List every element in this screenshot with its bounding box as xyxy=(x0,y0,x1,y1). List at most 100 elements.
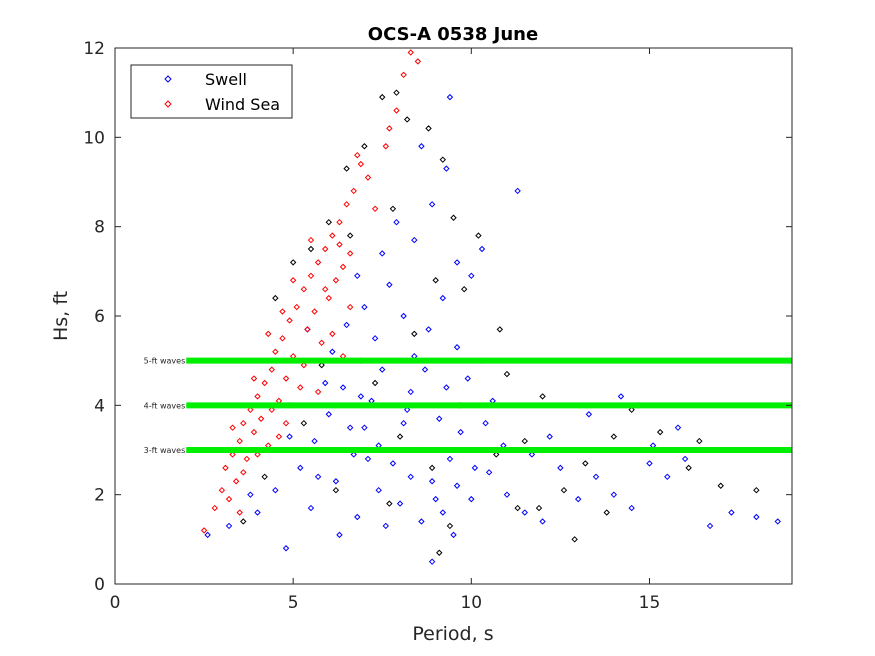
data-point-other xyxy=(493,451,500,458)
data-point-wind-sea xyxy=(400,71,407,79)
y-axis-ticks: 0 2 4 6 8 10 12 xyxy=(83,39,792,595)
data-point-swell xyxy=(418,518,425,525)
data-point-swell xyxy=(450,531,457,539)
data-point-wind-sea xyxy=(346,303,354,311)
data-points xyxy=(200,49,781,565)
data-point-wind-sea xyxy=(407,49,414,56)
data-point-swell xyxy=(361,424,368,431)
data-point-wind-sea xyxy=(354,151,361,159)
data-point-swell xyxy=(428,478,436,485)
data-point-swell xyxy=(354,513,361,521)
reference-line-label: 3-ft waves xyxy=(144,446,186,455)
x-tick-label: 15 xyxy=(639,593,661,613)
data-point-other xyxy=(411,330,418,338)
data-point-swell xyxy=(350,451,357,458)
data-point-other xyxy=(371,379,379,387)
data-point-swell xyxy=(514,187,521,195)
data-point-swell xyxy=(425,326,432,333)
data-point-wind-sea xyxy=(279,335,286,342)
chart-title: OCS-A 0538 June xyxy=(368,24,538,45)
data-point-wind-sea xyxy=(364,174,372,181)
data-point-swell xyxy=(389,460,397,467)
data-point-wind-sea xyxy=(307,272,315,280)
legend-box xyxy=(130,64,293,119)
data-point-other xyxy=(318,361,325,369)
data-point-swell xyxy=(354,272,361,280)
data-point-swell xyxy=(706,522,714,530)
plot-frame xyxy=(114,47,793,585)
data-point-swell xyxy=(357,393,365,400)
data-point-swell xyxy=(575,495,582,503)
data-point-wind-sea xyxy=(236,437,243,445)
data-point-wind-sea xyxy=(339,263,347,271)
data-point-wind-sea xyxy=(232,478,240,485)
data-point-swell xyxy=(674,424,682,431)
data-point-other xyxy=(535,504,543,512)
data-point-swell xyxy=(471,464,479,472)
reference-line-label: 5-ft waves xyxy=(144,357,186,366)
data-point-wind-sea xyxy=(382,143,390,150)
data-point-wind-sea xyxy=(314,259,322,266)
data-point-swell xyxy=(774,518,781,525)
legend: Swell Wind Sea xyxy=(130,64,293,119)
data-point-wind-sea xyxy=(211,504,218,512)
data-point-wind-sea xyxy=(282,375,290,382)
data-point-swell xyxy=(418,143,425,150)
legend-wind-sea-label: Wind Sea xyxy=(205,95,280,114)
x-axis-label: Period, s xyxy=(412,623,493,645)
data-point-other xyxy=(428,464,436,472)
data-point-other xyxy=(460,285,468,293)
data-point-other xyxy=(603,509,610,516)
data-point-other xyxy=(389,205,397,213)
data-point-swell xyxy=(379,366,386,373)
data-point-wind-sea xyxy=(286,317,293,324)
data-point-swell xyxy=(304,326,311,333)
x-axis-ticks: 0 5 10 15 xyxy=(110,48,661,613)
data-point-swell xyxy=(297,464,304,472)
data-point-swell xyxy=(403,406,411,414)
data-point-other xyxy=(685,464,692,472)
data-point-wind-sea xyxy=(336,218,343,226)
data-point-swell xyxy=(728,509,735,516)
data-point-wind-sea xyxy=(268,406,275,414)
data-point-wind-sea xyxy=(307,236,315,244)
data-point-wind-sea xyxy=(314,388,322,396)
data-point-other xyxy=(560,486,568,494)
y-tick-label: 6 xyxy=(94,307,105,327)
data-point-swell xyxy=(314,473,322,481)
y-tick-label: 10 xyxy=(83,128,105,148)
data-point-swell xyxy=(753,513,760,521)
data-point-swell xyxy=(646,460,653,467)
data-point-wind-sea xyxy=(250,428,258,436)
data-point-swell xyxy=(311,437,318,445)
data-point-other xyxy=(379,93,386,101)
legend-swell-label: Swell xyxy=(205,70,247,89)
data-point-wind-sea xyxy=(240,419,247,427)
data-point-wind-sea xyxy=(236,509,243,516)
data-point-wind-sea xyxy=(250,375,258,382)
y-tick-label: 12 xyxy=(83,39,105,59)
data-point-other xyxy=(717,482,724,489)
data-point-other xyxy=(475,232,482,239)
data-point-wind-sea xyxy=(371,205,379,213)
data-point-swell xyxy=(468,272,475,280)
data-point-wind-sea xyxy=(282,419,290,427)
data-point-other xyxy=(450,214,457,221)
data-point-swell xyxy=(485,469,493,476)
data-point-other xyxy=(521,437,528,445)
data-point-wind-sea xyxy=(297,384,304,391)
data-point-swell xyxy=(482,419,489,427)
data-point-other xyxy=(628,406,635,414)
data-point-wind-sea xyxy=(329,232,336,239)
data-point-wind-sea xyxy=(279,308,286,315)
data-point-wind-sea xyxy=(243,455,251,463)
data-point-other xyxy=(432,277,439,284)
legend-swell-marker-icon xyxy=(164,75,172,83)
data-point-wind-sea xyxy=(240,469,247,476)
data-point-swell xyxy=(407,473,414,481)
data-point-other xyxy=(753,486,760,494)
data-point-other xyxy=(514,504,521,512)
data-point-swell xyxy=(336,531,343,539)
data-point-wind-sea xyxy=(218,486,226,494)
